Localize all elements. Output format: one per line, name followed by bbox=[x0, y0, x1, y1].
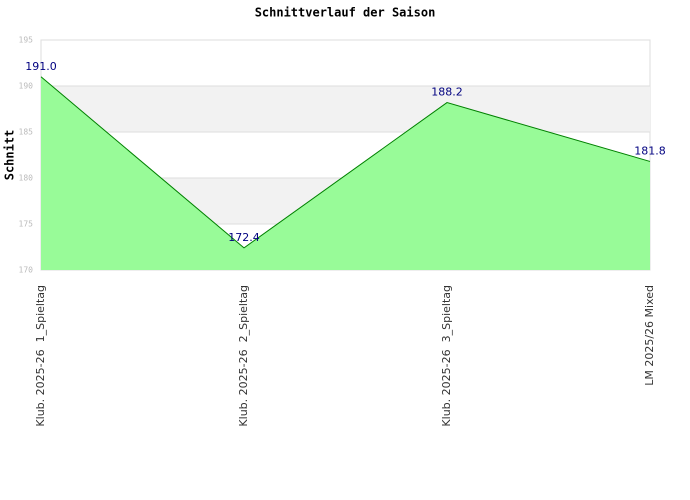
chart-title: Schnittverlauf der Saison bbox=[255, 6, 436, 20]
data-label: 188.2 bbox=[431, 86, 463, 99]
y-axis-label: Schnitt bbox=[3, 130, 17, 181]
y-tick-label: 185 bbox=[19, 128, 34, 137]
y-tick-label: 175 bbox=[19, 220, 34, 229]
data-label: 172.4 bbox=[228, 231, 260, 244]
x-tick-label: LM 2025/26 Mixed bbox=[643, 285, 656, 386]
data-label: 191.0 bbox=[25, 60, 57, 73]
x-tick-label: Klub. 2025-26 1_Spieltag bbox=[34, 285, 47, 427]
grid-band bbox=[41, 86, 650, 132]
y-tick-label: 195 bbox=[19, 36, 34, 45]
x-tick-label: Klub. 2025-26 2_Spieltag bbox=[237, 285, 250, 427]
line bbox=[40, 76, 651, 249]
data-label: 181.8 bbox=[634, 144, 666, 157]
y-tick-label: 170 bbox=[19, 266, 34, 275]
y-tick-label: 190 bbox=[19, 82, 34, 91]
x-tick-label: Klub. 2025-26 3_Spieltag bbox=[440, 285, 453, 427]
area bbox=[41, 76, 650, 270]
y-tick-label: 180 bbox=[19, 174, 34, 183]
